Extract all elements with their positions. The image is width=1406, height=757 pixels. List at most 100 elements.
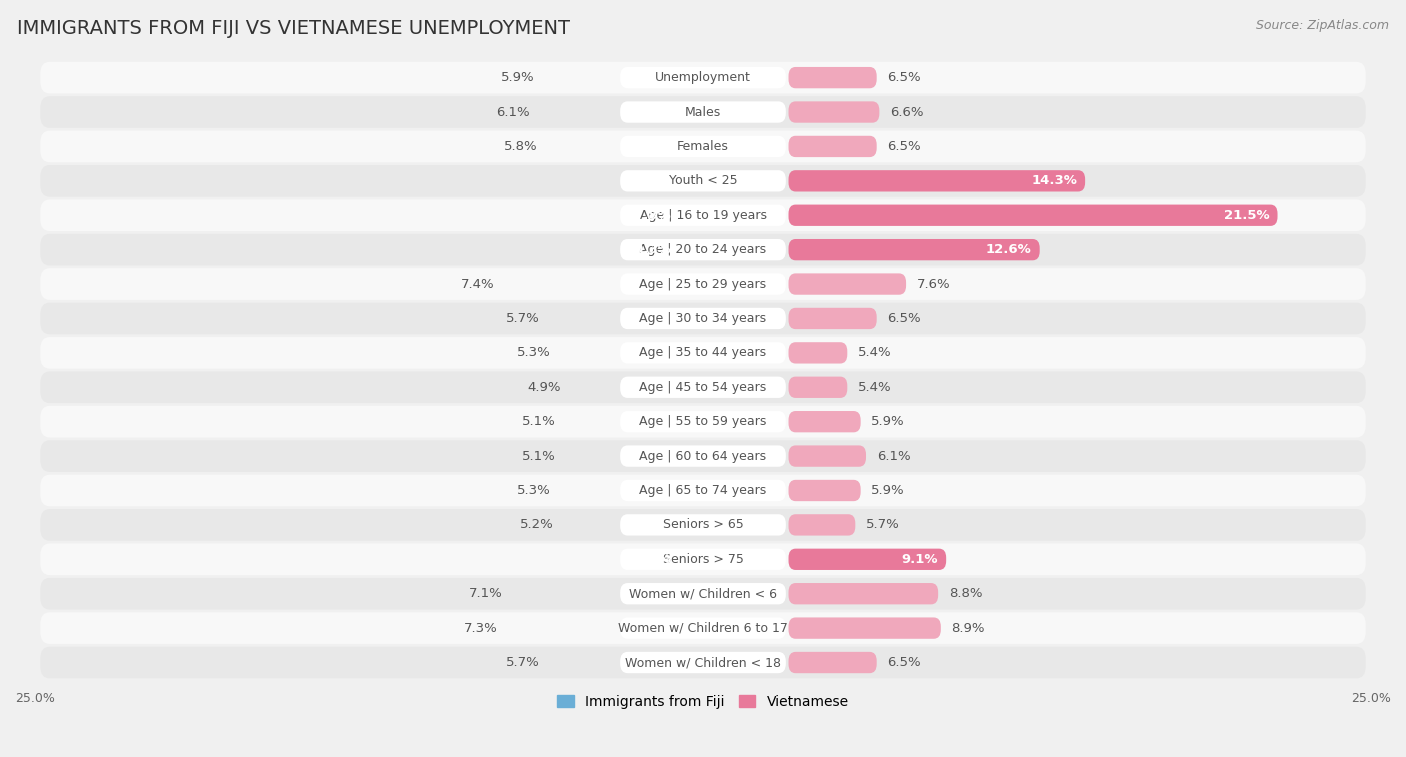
FancyBboxPatch shape [620, 377, 786, 398]
Text: 5.4%: 5.4% [858, 347, 891, 360]
FancyBboxPatch shape [789, 377, 848, 398]
Text: 6.1%: 6.1% [877, 450, 910, 463]
Text: 5.7%: 5.7% [866, 519, 900, 531]
FancyBboxPatch shape [41, 372, 1365, 403]
Text: Age | 20 to 24 years: Age | 20 to 24 years [640, 243, 766, 256]
FancyBboxPatch shape [41, 337, 1365, 369]
Text: 10.0%: 10.0% [626, 553, 672, 565]
FancyBboxPatch shape [41, 509, 1365, 540]
Legend: Immigrants from Fiji, Vietnamese: Immigrants from Fiji, Vietnamese [553, 689, 853, 714]
FancyBboxPatch shape [620, 514, 786, 535]
FancyBboxPatch shape [620, 445, 786, 467]
Text: Women w/ Children 6 to 17: Women w/ Children 6 to 17 [619, 621, 787, 634]
FancyBboxPatch shape [789, 480, 860, 501]
FancyBboxPatch shape [789, 514, 855, 535]
FancyBboxPatch shape [41, 303, 1365, 335]
Text: 9.1%: 9.1% [901, 553, 938, 565]
Text: 5.2%: 5.2% [520, 519, 554, 531]
FancyBboxPatch shape [789, 67, 877, 89]
Text: 8.8%: 8.8% [949, 587, 983, 600]
FancyBboxPatch shape [620, 549, 786, 570]
FancyBboxPatch shape [789, 583, 938, 604]
Text: 4.9%: 4.9% [527, 381, 561, 394]
Text: 5.9%: 5.9% [501, 71, 534, 84]
FancyBboxPatch shape [620, 170, 786, 192]
FancyBboxPatch shape [789, 136, 877, 157]
FancyBboxPatch shape [41, 646, 1365, 678]
FancyBboxPatch shape [41, 199, 1365, 231]
Text: 5.3%: 5.3% [517, 484, 551, 497]
FancyBboxPatch shape [41, 165, 1365, 197]
Text: 6.5%: 6.5% [887, 140, 921, 153]
FancyBboxPatch shape [620, 67, 786, 89]
Text: 5.8%: 5.8% [503, 140, 537, 153]
FancyBboxPatch shape [41, 268, 1365, 300]
Text: 6.6%: 6.6% [890, 105, 924, 119]
FancyBboxPatch shape [789, 239, 1039, 260]
FancyBboxPatch shape [41, 131, 1365, 162]
FancyBboxPatch shape [789, 342, 848, 363]
FancyBboxPatch shape [789, 204, 1278, 226]
Text: IMMIGRANTS FROM FIJI VS VIETNAMESE UNEMPLOYMENT: IMMIGRANTS FROM FIJI VS VIETNAMESE UNEMP… [17, 19, 569, 38]
Text: 5.3%: 5.3% [517, 347, 551, 360]
Text: 7.4%: 7.4% [461, 278, 495, 291]
FancyBboxPatch shape [41, 612, 1365, 644]
Text: 5.1%: 5.1% [522, 450, 555, 463]
FancyBboxPatch shape [620, 480, 786, 501]
FancyBboxPatch shape [620, 239, 786, 260]
FancyBboxPatch shape [789, 101, 879, 123]
Text: Women w/ Children < 6: Women w/ Children < 6 [628, 587, 778, 600]
Text: Source: ZipAtlas.com: Source: ZipAtlas.com [1256, 19, 1389, 32]
Text: Age | 60 to 64 years: Age | 60 to 64 years [640, 450, 766, 463]
FancyBboxPatch shape [620, 308, 786, 329]
FancyBboxPatch shape [789, 170, 1085, 192]
Text: 8.9%: 8.9% [952, 621, 986, 634]
Text: 14.3%: 14.3% [1031, 174, 1077, 187]
Text: 5.4%: 5.4% [858, 381, 891, 394]
FancyBboxPatch shape [41, 544, 1365, 575]
FancyBboxPatch shape [620, 101, 786, 123]
FancyBboxPatch shape [41, 475, 1365, 506]
Text: Age | 30 to 34 years: Age | 30 to 34 years [640, 312, 766, 325]
FancyBboxPatch shape [620, 342, 786, 363]
Text: Age | 35 to 44 years: Age | 35 to 44 years [640, 347, 766, 360]
FancyBboxPatch shape [41, 234, 1365, 266]
FancyBboxPatch shape [789, 445, 866, 467]
Text: 7.6%: 7.6% [917, 278, 950, 291]
Text: Females: Females [678, 140, 728, 153]
FancyBboxPatch shape [789, 549, 946, 570]
Text: Youth < 25: Youth < 25 [669, 174, 737, 187]
Text: Unemployment: Unemployment [655, 71, 751, 84]
Text: Age | 45 to 54 years: Age | 45 to 54 years [640, 381, 766, 394]
Text: 7.3%: 7.3% [464, 621, 498, 634]
FancyBboxPatch shape [789, 618, 941, 639]
Text: 7.1%: 7.1% [468, 587, 502, 600]
FancyBboxPatch shape [620, 411, 786, 432]
Text: 5.7%: 5.7% [506, 656, 540, 669]
Text: Age | 25 to 29 years: Age | 25 to 29 years [640, 278, 766, 291]
Text: 6.1%: 6.1% [496, 105, 529, 119]
FancyBboxPatch shape [789, 411, 860, 432]
Text: Seniors > 65: Seniors > 65 [662, 519, 744, 531]
Text: 6.5%: 6.5% [887, 312, 921, 325]
FancyBboxPatch shape [620, 273, 786, 294]
Text: 12.1%: 12.1% [626, 174, 671, 187]
Text: 6.5%: 6.5% [887, 71, 921, 84]
FancyBboxPatch shape [41, 578, 1365, 609]
Text: Age | 16 to 19 years: Age | 16 to 19 years [640, 209, 766, 222]
FancyBboxPatch shape [41, 62, 1365, 93]
FancyBboxPatch shape [789, 308, 877, 329]
FancyBboxPatch shape [41, 406, 1365, 438]
Text: 5.7%: 5.7% [506, 312, 540, 325]
Text: Age | 65 to 74 years: Age | 65 to 74 years [640, 484, 766, 497]
Text: 21.5%: 21.5% [1223, 209, 1270, 222]
Text: 5.9%: 5.9% [872, 484, 905, 497]
FancyBboxPatch shape [41, 441, 1365, 472]
Text: 10.3%: 10.3% [626, 243, 672, 256]
Text: 5.1%: 5.1% [522, 415, 555, 428]
Text: 6.5%: 6.5% [887, 656, 921, 669]
FancyBboxPatch shape [620, 618, 786, 639]
FancyBboxPatch shape [620, 652, 786, 673]
Text: 12.6%: 12.6% [986, 243, 1032, 256]
Text: 17.8%: 17.8% [626, 209, 671, 222]
